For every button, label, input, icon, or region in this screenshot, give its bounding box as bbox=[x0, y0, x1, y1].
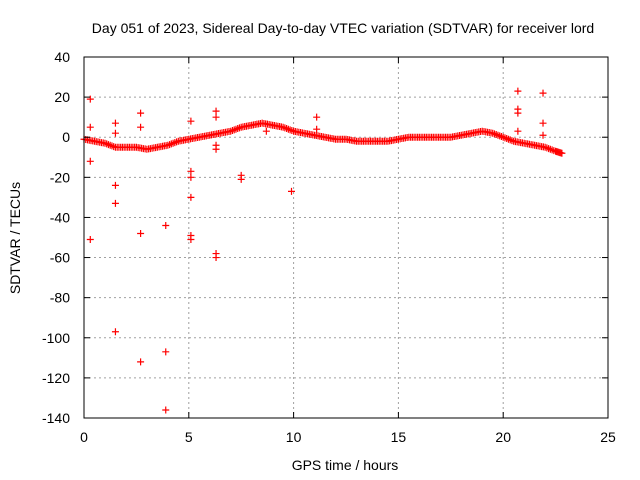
data-point bbox=[111, 129, 119, 137]
data-point bbox=[137, 123, 145, 131]
data-point bbox=[86, 123, 94, 131]
data-point bbox=[137, 358, 145, 366]
y-tick-label: -100 bbox=[42, 330, 70, 346]
x-tick-label: 20 bbox=[495, 429, 511, 445]
y-tick-label: 40 bbox=[54, 49, 70, 65]
data-point bbox=[187, 167, 195, 175]
data-point bbox=[514, 87, 522, 95]
x-tick-label: 5 bbox=[185, 429, 193, 445]
data-point bbox=[288, 187, 296, 195]
data-point bbox=[86, 157, 94, 165]
data-point bbox=[187, 236, 195, 244]
chart-title: Day 051 of 2023, Sidereal Day-to-day VTE… bbox=[92, 20, 594, 36]
data-point bbox=[86, 236, 94, 244]
grid bbox=[84, 57, 608, 418]
data-point bbox=[86, 95, 94, 103]
data-point bbox=[111, 181, 119, 189]
data-point bbox=[539, 119, 547, 127]
data-point bbox=[313, 113, 321, 121]
data-point bbox=[212, 254, 220, 262]
data-point bbox=[212, 145, 220, 153]
y-tick-label: -80 bbox=[50, 290, 70, 306]
data-point bbox=[111, 199, 119, 207]
data-point bbox=[187, 173, 195, 181]
data-point bbox=[514, 127, 522, 135]
data-point bbox=[137, 109, 145, 117]
data-point bbox=[539, 89, 547, 97]
data-point bbox=[162, 406, 170, 414]
data-point bbox=[111, 119, 119, 127]
y-tick-label: 20 bbox=[54, 89, 70, 105]
plot-frame bbox=[83, 56, 609, 419]
axis-ticks: 0 5 10 15 20 25 -140 -120 -100 -80 -60 -40 -20 0 20 40 bbox=[42, 49, 616, 445]
data-point bbox=[262, 127, 270, 135]
y-tick-label: 0 bbox=[62, 129, 70, 145]
data-point bbox=[162, 221, 170, 229]
y-tick-label: -120 bbox=[42, 370, 70, 386]
data-point bbox=[137, 229, 145, 237]
y-tick-label: -40 bbox=[50, 209, 70, 225]
data-point bbox=[187, 117, 195, 125]
y-tick-label: -140 bbox=[42, 410, 70, 426]
data-point bbox=[558, 149, 566, 157]
x-tick-label: 15 bbox=[391, 429, 407, 445]
data-point bbox=[111, 328, 119, 336]
x-tick-label: 10 bbox=[286, 429, 302, 445]
data-point bbox=[237, 175, 245, 183]
data-point bbox=[212, 113, 220, 121]
data-point bbox=[162, 348, 170, 356]
y-axis-label: SDTVAR / TECUs bbox=[7, 182, 23, 294]
x-axis-label: GPS time / hours bbox=[292, 457, 399, 473]
x-tick-label: 0 bbox=[80, 429, 88, 445]
y-tick-label: -60 bbox=[50, 250, 70, 266]
data-point bbox=[539, 131, 547, 139]
data-point bbox=[514, 109, 522, 117]
data-series bbox=[80, 87, 566, 414]
x-tick-label: 25 bbox=[600, 429, 616, 445]
y-tick-label: -20 bbox=[50, 169, 70, 185]
data-point bbox=[212, 107, 220, 115]
data-point bbox=[187, 193, 195, 201]
data-point bbox=[313, 125, 321, 133]
